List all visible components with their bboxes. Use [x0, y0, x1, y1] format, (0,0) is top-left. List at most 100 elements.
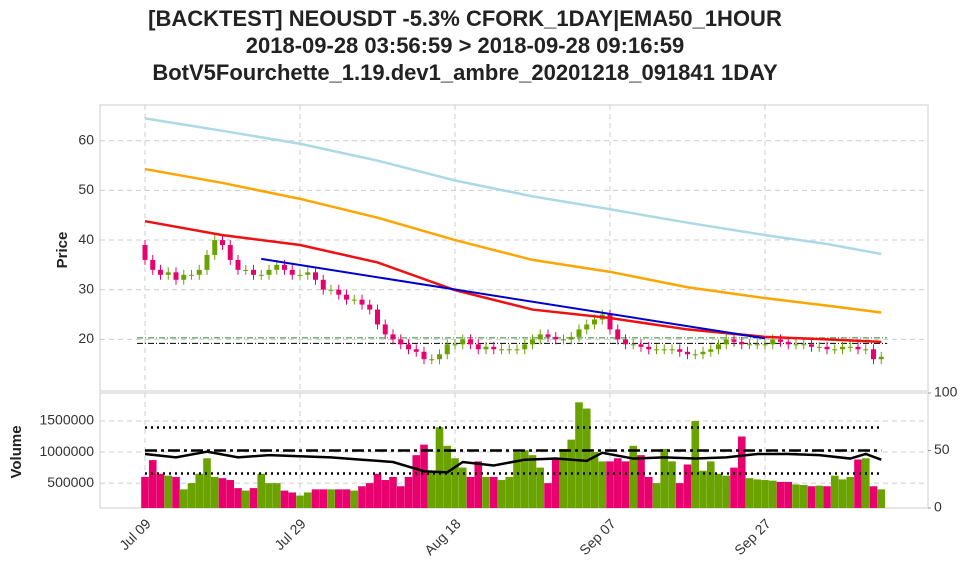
candle-body: [173, 272, 179, 280]
y-tick-label: 40: [78, 231, 94, 247]
candle-body: [483, 346, 489, 350]
volume-bar: [497, 480, 506, 508]
volume-bar: [482, 476, 490, 508]
volume-bar: [334, 489, 343, 508]
candle-body: [824, 346, 830, 350]
candle-body: [336, 289, 342, 295]
volume-bar: [784, 481, 793, 508]
candle-body: [855, 346, 861, 350]
candle-body: [181, 274, 187, 280]
candle-body: [398, 339, 404, 345]
y-tick-label: 1500000: [39, 412, 94, 428]
volume-bar: [272, 483, 281, 508]
volume-bar: [699, 470, 707, 508]
candle-body: [274, 264, 280, 270]
volume-bar: [187, 483, 196, 508]
candle-body: [762, 344, 768, 346]
indicator-line: [144, 450, 882, 474]
candle-body: [320, 279, 326, 290]
volume-bar: [683, 464, 692, 508]
candle-body: [150, 259, 156, 270]
candle-body: [158, 269, 163, 275]
title-line: 2018-09-28 03:56:59 > 2018-09-28 09:16:5…: [246, 33, 685, 58]
volume-bar: [745, 478, 754, 508]
volume-bar: [513, 452, 521, 508]
candle-body: [468, 339, 473, 345]
volume-bar: [582, 408, 591, 508]
volume-bar: [420, 444, 428, 508]
volume-bar: [846, 476, 855, 508]
volume-bar: [373, 473, 382, 508]
volume-bar: [451, 458, 459, 508]
candle-body: [816, 346, 822, 348]
candle-body: [429, 359, 435, 361]
candle-body: [165, 272, 171, 275]
volume-bar: [241, 490, 250, 508]
candle-body: [522, 344, 528, 350]
candle-body: [421, 351, 427, 360]
candle-body: [537, 334, 543, 340]
candle-body: [692, 354, 698, 356]
volume-bar: [164, 475, 173, 508]
candle-body: [514, 349, 520, 351]
overlay-line: [144, 219, 882, 344]
candle-body: [630, 344, 636, 346]
volume-bar: [234, 488, 242, 508]
candle-body: [832, 349, 838, 351]
candle-body: [413, 349, 419, 352]
candle-body: [437, 354, 442, 360]
volume-bar: [520, 450, 529, 508]
x-tick-label: Jul 29: [271, 515, 309, 553]
volume-bar: [249, 488, 258, 508]
volume-bar: [753, 479, 762, 508]
volume-bar: [466, 476, 475, 508]
candle-body: [646, 346, 652, 350]
volume-bar: [156, 473, 165, 508]
candle-body: [716, 344, 721, 350]
candle-body: [754, 344, 760, 346]
candle-body: [212, 240, 218, 255]
volume-bar: [544, 483, 552, 508]
candle-body: [390, 334, 396, 340]
volume-bar: [675, 483, 684, 508]
volume-bar: [637, 455, 645, 508]
volume-bar: [489, 476, 498, 508]
candle-body: [685, 351, 690, 355]
volume-bar: [551, 458, 560, 508]
candle-body: [142, 245, 148, 260]
candle-body: [251, 269, 256, 275]
volume-bar: [590, 452, 599, 508]
candle-body: [615, 329, 621, 340]
candle-body: [708, 349, 714, 352]
y-tick-label: 20: [78, 330, 94, 346]
x-tick-label: Sep 27: [731, 515, 774, 558]
y-tick-label: 500000: [47, 474, 94, 490]
candle-body: [553, 336, 559, 340]
volume-bar: [412, 455, 421, 508]
volume-bar: [536, 467, 545, 508]
volume-bar: [141, 476, 149, 508]
volume-bar: [807, 486, 816, 508]
candle-body: [235, 259, 241, 270]
volume-bar: [474, 461, 483, 508]
candle-body: [375, 309, 380, 325]
overlay-line: [144, 167, 882, 314]
volume-bar: [830, 475, 839, 508]
y-axis-label: Volume: [8, 425, 25, 478]
candle-body: [282, 264, 287, 270]
candle-body: [460, 339, 466, 345]
volume-bar: [396, 486, 405, 508]
candle-body: [406, 344, 411, 350]
title-line: BotV5Fourchette_1.19.dev1_ambre_20201218…: [152, 60, 778, 85]
candle-body: [289, 269, 295, 275]
candle-body: [561, 339, 566, 341]
volume-bar: [265, 483, 273, 508]
volume-bar: [435, 427, 444, 508]
candle-body: [654, 349, 659, 351]
candle-body: [840, 346, 845, 350]
candle-body: [661, 349, 667, 351]
candle-body: [545, 334, 551, 337]
candle-body: [592, 319, 597, 325]
volume-bar: [296, 495, 304, 508]
